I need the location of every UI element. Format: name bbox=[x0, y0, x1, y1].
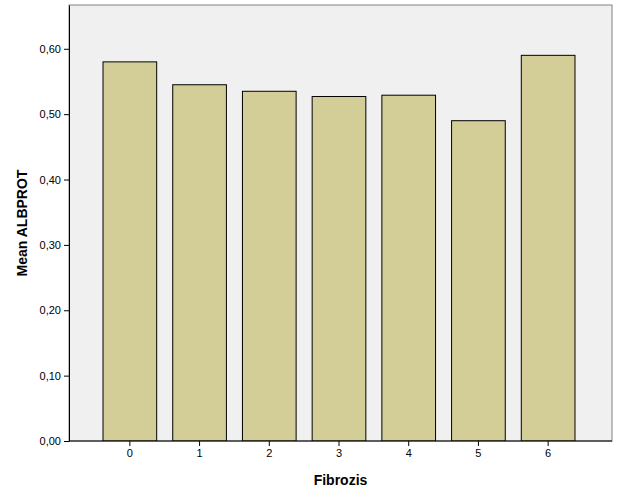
y-tick-label: 0,50 bbox=[40, 108, 61, 120]
x-tick: 4 bbox=[406, 441, 412, 459]
y-tick: 0,20 bbox=[40, 304, 69, 316]
y-axis-title: Mean ALBPROT bbox=[14, 169, 30, 276]
bar bbox=[103, 62, 157, 441]
x-tick: 0 bbox=[127, 441, 133, 459]
x-tick-label: 2 bbox=[266, 447, 272, 459]
y-tick-mark bbox=[64, 180, 69, 181]
x-tick-mark bbox=[199, 441, 200, 446]
x-tick-label: 6 bbox=[545, 447, 551, 459]
bar bbox=[452, 121, 506, 441]
y-tick-mark bbox=[64, 49, 69, 50]
x-tick-label: 4 bbox=[406, 447, 412, 459]
y-tick: 0,50 bbox=[40, 108, 69, 120]
y-tick-mark bbox=[64, 245, 69, 246]
x-tick: 2 bbox=[266, 441, 272, 459]
y-tick: 0,00 bbox=[40, 435, 69, 447]
bar bbox=[242, 91, 296, 441]
y-axis: 0,00 0,10 0,20 0,30 0,40 0,50 0,60 bbox=[40, 6, 70, 448]
y-axis-line bbox=[69, 6, 70, 442]
x-tick: 1 bbox=[197, 441, 203, 459]
x-tick: 3 bbox=[336, 441, 342, 459]
x-tick-label: 1 bbox=[197, 447, 203, 459]
x-tick-mark bbox=[339, 441, 340, 446]
chart: 0,00 0,10 0,20 0,30 0,40 0,50 0,60 0 1 2 3 4 5 6 Fibro… bbox=[0, 0, 626, 501]
bar bbox=[521, 55, 575, 441]
y-tick-mark bbox=[64, 376, 69, 377]
y-tick-mark bbox=[64, 114, 69, 115]
x-tick-label: 3 bbox=[336, 447, 342, 459]
x-tick-mark bbox=[129, 441, 130, 446]
y-tick: 0,40 bbox=[40, 174, 69, 186]
y-tick: 0,30 bbox=[40, 239, 69, 251]
x-tick: 5 bbox=[475, 441, 481, 459]
x-tick-mark bbox=[408, 441, 409, 446]
x-tick-mark bbox=[478, 441, 479, 446]
bar bbox=[382, 95, 436, 441]
bars bbox=[103, 55, 575, 441]
y-tick: 0,10 bbox=[40, 370, 69, 382]
plot-frame bbox=[69, 5, 612, 441]
y-tick-mark bbox=[64, 310, 69, 311]
x-axis-line bbox=[69, 441, 612, 442]
y-tick: 0,60 bbox=[40, 43, 69, 55]
y-tick-label: 0,40 bbox=[40, 174, 61, 186]
y-tick-label: 0,60 bbox=[40, 43, 61, 55]
y-tick-label: 0,30 bbox=[40, 239, 61, 251]
y-tick-label: 0,00 bbox=[40, 435, 61, 447]
x-tick-mark bbox=[269, 441, 270, 446]
y-tick-label: 0,10 bbox=[40, 370, 61, 382]
x-tick: 6 bbox=[545, 441, 551, 459]
y-tick-label: 0,20 bbox=[40, 304, 61, 316]
y-tick-mark bbox=[64, 441, 69, 442]
bar bbox=[173, 85, 227, 441]
x-axis: 0 1 2 3 4 5 6 bbox=[69, 441, 612, 459]
bar bbox=[312, 97, 366, 441]
x-tick-label: 0 bbox=[127, 447, 133, 459]
x-axis-title: Fibrozis bbox=[314, 472, 368, 488]
x-tick-label: 5 bbox=[475, 447, 481, 459]
x-tick-mark bbox=[548, 441, 549, 446]
